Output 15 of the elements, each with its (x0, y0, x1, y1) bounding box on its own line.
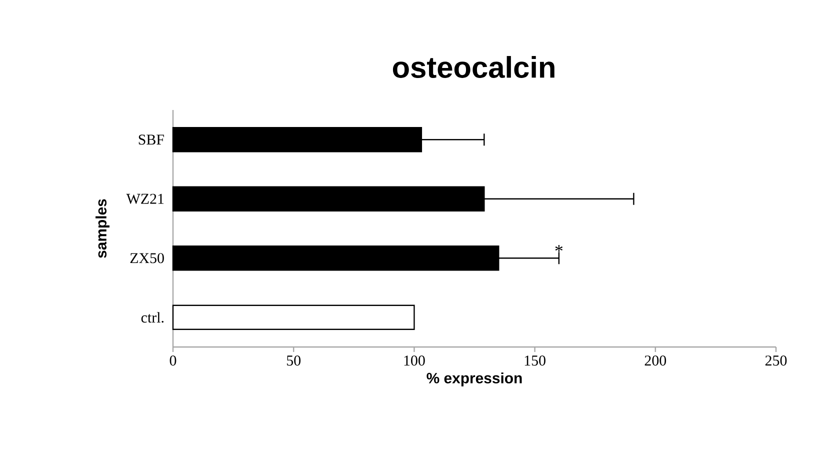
x-tick-label: 150 (524, 356, 546, 366)
annotation: * (555, 245, 563, 252)
chart-title: osteocalcin (392, 56, 554, 78)
y-axis-title: samples (96, 199, 110, 258)
x-tick-label: 50 (287, 356, 301, 366)
y-tick-label: SBF (138, 134, 164, 145)
x-axis-title: % expression (426, 372, 522, 386)
x-tick-label: 200 (644, 356, 666, 366)
x-tick-label: 100 (404, 356, 425, 366)
bar (172, 304, 415, 330)
y-tick-label: ZX50 (130, 253, 164, 264)
x-tick-label: 0 (170, 356, 176, 366)
x-tick-label: 250 (765, 356, 787, 366)
y-tick-label: WZ21 (126, 194, 164, 204)
y-tick-label: ctrl. (141, 312, 164, 323)
